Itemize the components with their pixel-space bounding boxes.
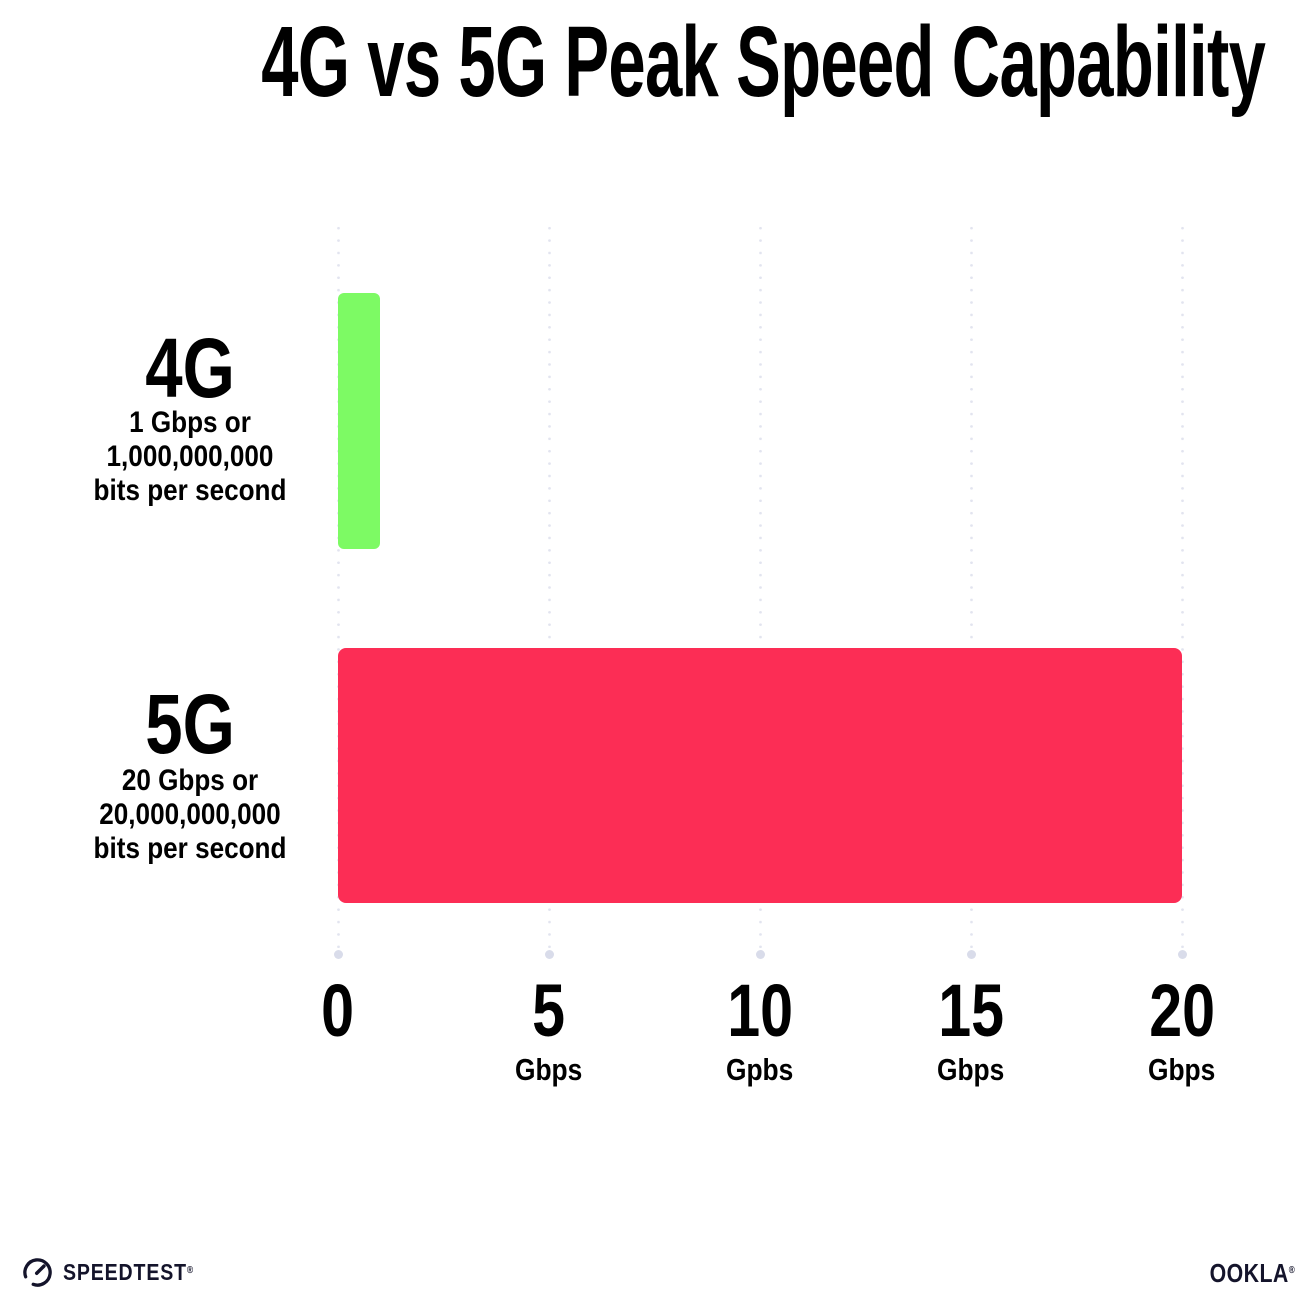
gridline xyxy=(758,222,762,948)
gridline-end-dot xyxy=(333,950,343,959)
gridline xyxy=(336,222,340,948)
registered-mark: ® xyxy=(1288,1265,1295,1276)
x-tick-number: 0 xyxy=(321,969,355,1052)
x-tick-number: 15 xyxy=(938,969,1004,1052)
x-tick-unit: Gbps xyxy=(1148,1052,1216,1087)
bar-4g xyxy=(338,293,380,549)
x-tick-5: 5 Gbps xyxy=(449,969,649,1087)
sublabel-line: bits per second xyxy=(93,832,287,865)
x-tick-unit: Gpbs xyxy=(726,1052,794,1087)
sublabel-line: 1 Gbps or xyxy=(129,406,251,439)
gridline-end-dot xyxy=(755,950,765,959)
bar-5g xyxy=(338,648,1182,903)
speedtest-wordmark: SPEEDTEST® xyxy=(63,1259,194,1285)
x-tick-15: 15 Gbps xyxy=(871,969,1071,1087)
x-tick-number: 20 xyxy=(1149,969,1215,1052)
gridline-end-dot xyxy=(966,950,976,959)
ookla-logo: OOKLA® xyxy=(1191,1258,1295,1288)
x-tick-number: 5 xyxy=(532,969,566,1052)
gridline xyxy=(1180,222,1184,948)
chart-title-text: 4G vs 5G Peak Speed Capability xyxy=(261,6,1266,118)
x-tick-unit: Gbps xyxy=(937,1052,1005,1087)
x-tick-unit: Gbps xyxy=(515,1052,583,1087)
x-tick-unit xyxy=(238,1054,438,1085)
x-tick-20: 20 Gbps xyxy=(1082,969,1282,1087)
x-tick-0: 0 xyxy=(238,974,438,1085)
category-label-4g: 4G xyxy=(145,321,235,415)
speedtest-logo: SPEEDTEST® xyxy=(21,1256,216,1289)
speedtest-gauge-icon xyxy=(23,1258,52,1287)
gridline xyxy=(969,222,973,948)
sublabel-line: bits per second xyxy=(93,474,287,507)
gridline-end-dot xyxy=(544,950,554,959)
category-label-5g: 5G xyxy=(145,677,235,771)
category-sublabel-5g: 20 Gbps or 20,000,000,000 bits per secon… xyxy=(60,764,321,866)
gridline-end-dot xyxy=(1177,950,1187,959)
x-tick-10: 10 Gpbs xyxy=(660,969,860,1087)
sublabel-line: 20 Gbps or xyxy=(121,764,259,797)
x-tick-number: 10 xyxy=(727,969,793,1052)
registered-mark: ® xyxy=(186,1265,194,1276)
sublabel-line: 20,000,000,000 xyxy=(99,798,281,831)
sublabel-line: 1,000,000,000 xyxy=(106,440,274,473)
chart-title: 4G vs 5G Peak Speed Capability xyxy=(14,12,1308,112)
ookla-wordmark: OOKLA® xyxy=(1209,1258,1295,1288)
category-sublabel-4g: 1 Gbps or 1,000,000,000 bits per second xyxy=(60,406,321,508)
gridline xyxy=(547,222,551,948)
